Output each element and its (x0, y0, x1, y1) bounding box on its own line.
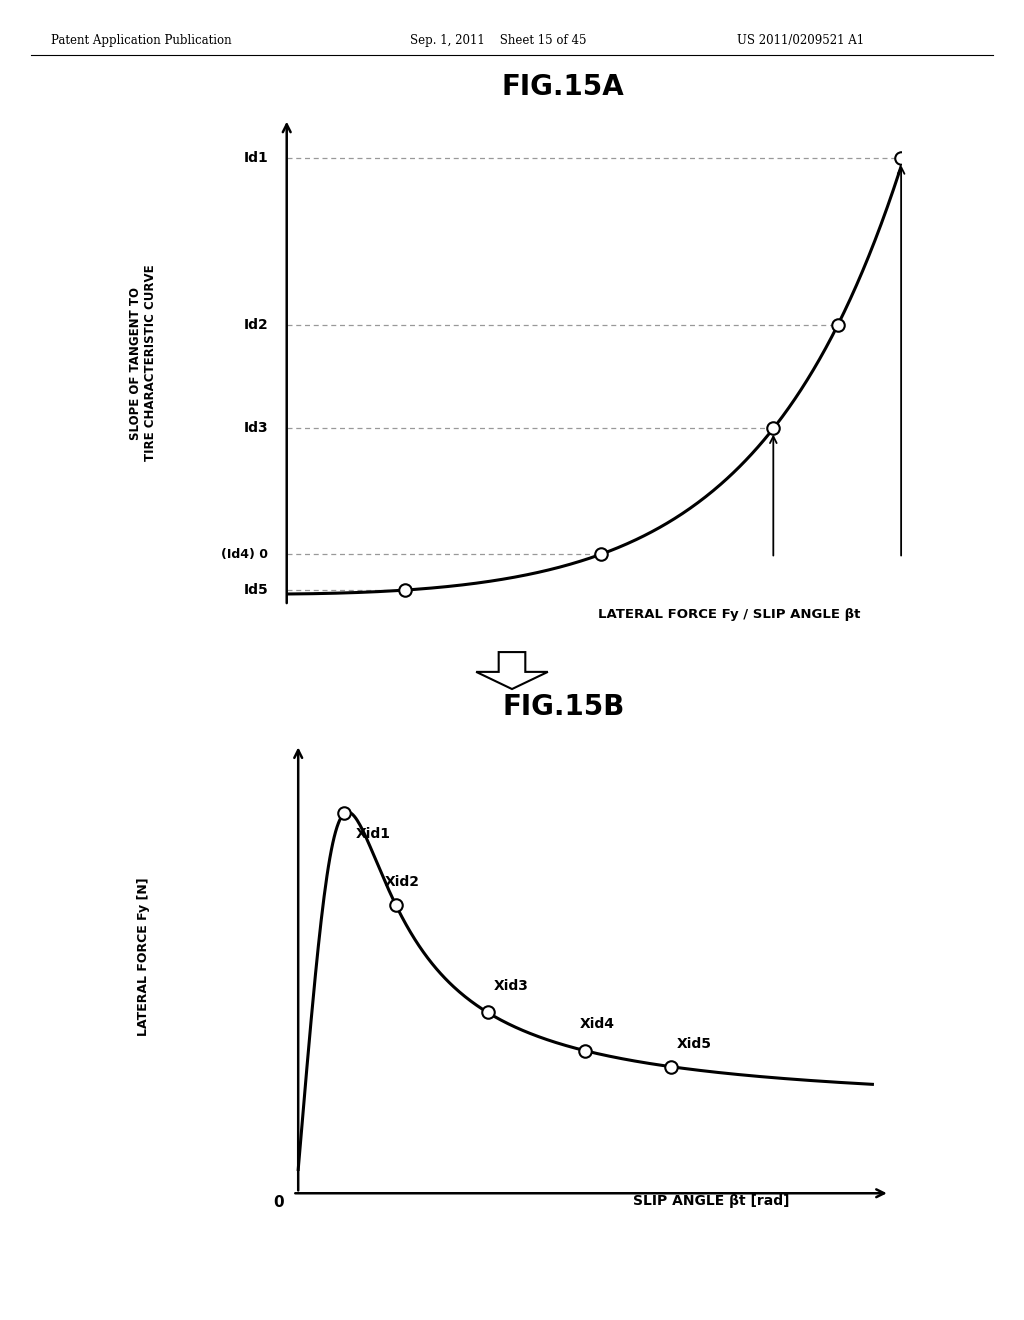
Text: Patent Application Publication: Patent Application Publication (51, 34, 231, 48)
Text: Xid3: Xid3 (494, 978, 528, 993)
Text: Id3: Id3 (244, 421, 268, 434)
Text: US 2011/0209521 A1: US 2011/0209521 A1 (737, 34, 864, 48)
Text: 0: 0 (273, 1195, 284, 1210)
Text: LATERAL FORCE Fy / SLIP ANGLE βt: LATERAL FORCE Fy / SLIP ANGLE βt (598, 607, 860, 620)
Text: (Id4) 0: (Id4) 0 (221, 548, 268, 561)
Text: Id5: Id5 (244, 583, 268, 597)
Text: Xid1: Xid1 (355, 828, 390, 841)
Text: Id1: Id1 (244, 152, 268, 165)
Text: Xid2: Xid2 (384, 875, 420, 890)
Text: Sep. 1, 2011    Sheet 15 of 45: Sep. 1, 2011 Sheet 15 of 45 (410, 34, 586, 48)
Text: SLIP ANGLE βt [rad]: SLIP ANGLE βt [rad] (634, 1195, 790, 1208)
Text: FIG.15A: FIG.15A (502, 73, 625, 100)
Text: FIG.15B: FIG.15B (502, 693, 625, 721)
Text: Xid5: Xid5 (677, 1038, 712, 1051)
Text: Xid4: Xid4 (580, 1016, 614, 1031)
Text: SLOPE OF TANGENT TO
TIRE CHARACTERISTIC CURVE: SLOPE OF TANGENT TO TIRE CHARACTERISTIC … (129, 265, 158, 461)
Text: Id2: Id2 (244, 318, 268, 331)
Text: LATERAL FORCE Fy [N]: LATERAL FORCE Fy [N] (137, 878, 150, 1036)
